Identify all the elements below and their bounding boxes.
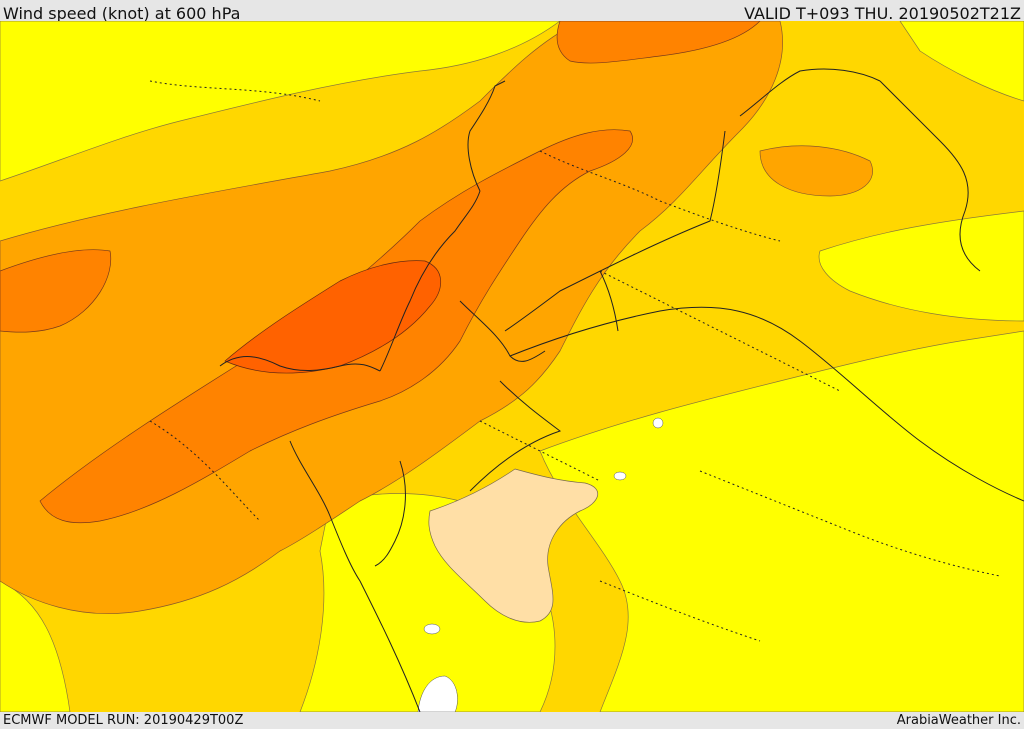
header-bar (0, 0, 1024, 21)
white-spots (417, 417, 664, 712)
valid-time: VALID T+093 THU. 20190502T21Z (744, 4, 1021, 23)
national-borders (469, 130, 1024, 502)
footer-bar (0, 712, 1024, 729)
wind-speed-map (0, 21, 1024, 712)
map-title: Wind speed (knot) at 600 hPa (3, 4, 241, 23)
credit-text: ArabiaWeather Inc. (896, 713, 1021, 728)
admin-boundaries (149, 80, 1001, 642)
lowest-wind-patch (428, 468, 598, 623)
coastlines (219, 68, 981, 712)
model-run: ECMWF MODEL RUN: 20190429T00Z (3, 713, 244, 728)
